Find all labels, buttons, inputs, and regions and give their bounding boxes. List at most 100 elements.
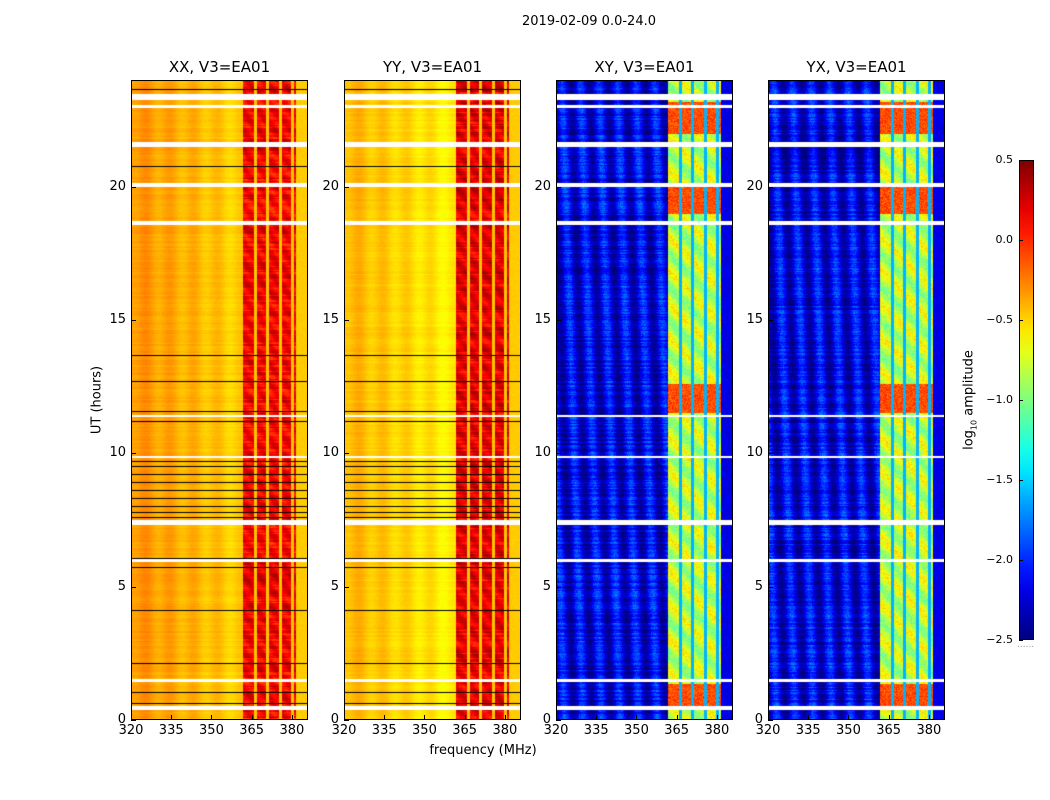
x-tick-label: 350	[199, 723, 224, 738]
x-tick-label: 320	[755, 723, 781, 738]
heatmap-panel-xy	[556, 80, 733, 720]
colorbar-label-main: log	[961, 430, 977, 450]
colorbar-tick-mark	[1019, 240, 1023, 241]
y-tick-mark	[344, 720, 349, 721]
panel-title: YY, V3=EA01	[382, 58, 483, 76]
x-tick-mark	[676, 715, 678, 720]
y-tick-label: 15	[746, 312, 763, 327]
x-tick-mark	[928, 715, 930, 720]
y-tick-mark	[344, 453, 349, 455]
y-tick-label: 10	[322, 445, 339, 461]
x-tick-label: 365	[876, 723, 902, 738]
y-tick-mark	[131, 320, 136, 321]
x-tick-label: 365	[239, 723, 265, 738]
y-tick-mark	[131, 586, 136, 588]
panel-title: YX, V3=EA01	[806, 58, 907, 76]
y-tick-label: 20	[109, 178, 126, 194]
x-tick-mark	[384, 715, 386, 720]
y-tick-label: 0	[330, 712, 339, 727]
colorbar-label: log10 amplitude	[962, 350, 979, 450]
colorbar-tick-label: −0.5	[986, 313, 1013, 326]
y-tick-mark	[768, 453, 773, 455]
x-tick-mark	[171, 715, 173, 720]
x-tick-mark	[251, 715, 253, 720]
colorbar-tick-label: −1.5	[986, 473, 1013, 486]
heatmap-image	[769, 81, 944, 719]
x-tick-mark	[211, 715, 213, 720]
colorbar-label-sub: 10	[969, 419, 979, 431]
colorbar-tick-label: 0.5	[995, 153, 1014, 166]
y-tick-mark	[131, 453, 136, 455]
y-tick-label: 10	[534, 445, 551, 461]
colorbar-tick-label: 0.0	[995, 233, 1014, 246]
x-tick-label: 350	[836, 723, 861, 738]
y-tick-label: 5	[754, 578, 763, 594]
x-tick-mark	[808, 715, 810, 720]
y-tick-mark	[768, 586, 773, 588]
y-tick-label: 0	[754, 712, 763, 727]
x-tick-label: 320	[331, 723, 357, 738]
colorbar-tick-mark	[1019, 320, 1023, 321]
colorbar-tick-label: −2.0	[986, 553, 1013, 566]
x-tick-label: 380	[492, 723, 518, 738]
y-tick-mark	[344, 186, 349, 188]
colorbar-tick-label: −1.0	[986, 393, 1013, 406]
y-tick-mark	[131, 720, 136, 721]
y-tick-label: 15	[109, 312, 126, 327]
y-tick-label: 15	[534, 312, 551, 327]
y-tick-label: 15	[322, 312, 339, 327]
y-tick-label: 20	[322, 178, 339, 194]
x-tick-label: 380	[916, 723, 942, 738]
y-tick-mark	[556, 186, 561, 188]
x-tick-label: 365	[664, 723, 690, 738]
y-tick-label: 10	[746, 445, 763, 461]
colorbar-tick-mark	[1019, 640, 1023, 641]
x-axis-label: frequency (MHz)	[429, 743, 537, 758]
x-tick-mark	[556, 715, 557, 720]
colorbar-tick-label: −2.5	[986, 633, 1013, 646]
colorbar-under-marker: ......	[1017, 640, 1035, 650]
y-tick-mark	[344, 320, 349, 321]
y-tick-label: 0	[542, 712, 551, 727]
x-tick-label: 335	[158, 723, 184, 738]
heatmap-panel-xx	[131, 80, 308, 720]
colorbar-tick-mark	[1019, 160, 1023, 161]
y-tick-mark	[556, 453, 561, 455]
x-tick-mark	[888, 715, 890, 720]
x-tick-label: 350	[624, 723, 649, 738]
y-tick-mark	[556, 586, 561, 588]
x-tick-label: 380	[704, 723, 730, 738]
x-tick-label: 335	[583, 723, 609, 738]
x-tick-mark	[596, 715, 598, 720]
x-tick-label: 365	[452, 723, 478, 738]
colorbar-tick-mark	[1019, 400, 1023, 401]
y-tick-mark	[344, 586, 349, 588]
colorbar-tick-mark	[1019, 480, 1023, 481]
x-tick-mark	[344, 715, 345, 720]
y-tick-mark	[131, 186, 136, 188]
x-tick-label: 380	[279, 723, 305, 738]
y-tick-mark	[768, 186, 773, 188]
heatmap-image	[557, 81, 732, 719]
x-tick-mark	[636, 715, 638, 720]
x-tick-label: 335	[795, 723, 821, 738]
y-tick-mark	[556, 720, 561, 721]
x-tick-label: 350	[412, 723, 437, 738]
x-tick-mark	[131, 715, 132, 720]
y-tick-label: 20	[746, 178, 763, 194]
y-tick-label: 20	[534, 178, 551, 194]
panel-title: XX, V3=EA01	[168, 58, 271, 76]
x-tick-mark	[768, 715, 769, 720]
panel-title: XY, V3=EA01	[594, 58, 695, 76]
x-tick-label: 320	[118, 723, 144, 738]
y-tick-label: 5	[330, 578, 339, 594]
x-tick-mark	[291, 715, 293, 720]
figure-title: 2019-02-09 0.0-24.0	[522, 14, 656, 29]
x-tick-label: 320	[543, 723, 569, 738]
x-tick-label: 335	[371, 723, 397, 738]
x-tick-mark	[716, 715, 718, 720]
y-tick-mark	[768, 320, 773, 321]
y-tick-mark	[768, 720, 773, 721]
heatmap-image	[345, 81, 520, 719]
